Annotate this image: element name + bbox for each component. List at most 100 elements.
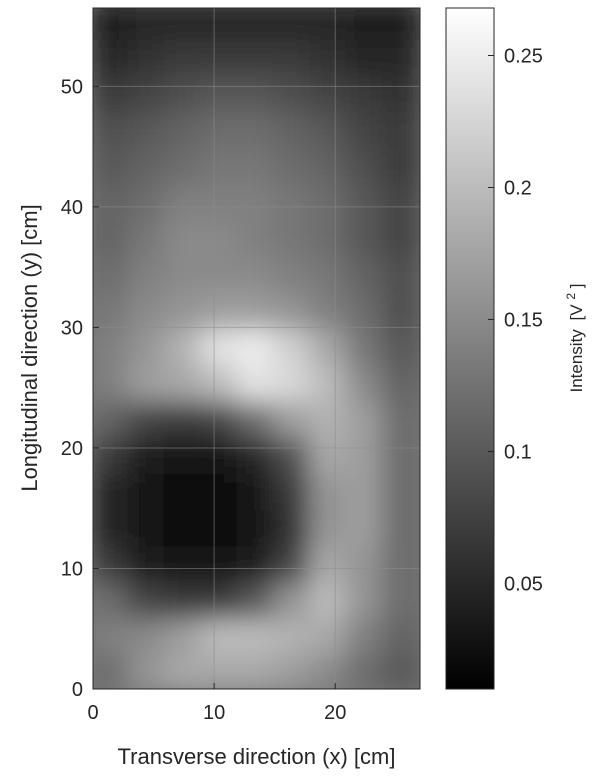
colorbar-unit-superscript: 2	[564, 293, 578, 300]
heatmap-cell	[236, 325, 277, 366]
heatmap-cell	[381, 614, 420, 655]
heatmap-cell	[236, 650, 277, 689]
heatmap-cell	[345, 289, 386, 330]
heatmap-cell	[93, 614, 132, 655]
colorbar-unit: [V	[567, 304, 586, 321]
heatmap-cell	[345, 325, 386, 366]
heatmap-cell	[272, 180, 313, 221]
y-axis: 0 10 20 30 40 50	[61, 76, 99, 701]
heatmap-cell	[272, 289, 313, 330]
heatmap-cell	[309, 108, 350, 149]
heatmap-cell	[236, 36, 277, 77]
heatmap-cell	[272, 433, 313, 475]
heatmap-cell	[163, 397, 204, 438]
heatmap-cell	[309, 216, 350, 258]
heatmap-cell	[272, 470, 313, 511]
heatmap-cell	[345, 72, 386, 113]
heatmap-cell	[345, 108, 386, 149]
heatmap-cell	[309, 397, 350, 438]
y-tick-label: 0	[72, 679, 83, 701]
colorbar-tick-label: 0.15	[504, 309, 543, 331]
heatmap-cell	[381, 506, 420, 547]
heatmap-cell	[309, 578, 350, 619]
heatmap-cell	[236, 144, 277, 185]
heatmap-cell	[200, 8, 241, 41]
heatmap-cell	[345, 8, 386, 41]
heatmap-cell	[127, 506, 168, 547]
heatmap-cell	[309, 36, 350, 77]
heatmap-cell	[93, 325, 132, 366]
heatmap-cell	[381, 72, 420, 113]
y-tick-label: 20	[61, 438, 83, 460]
heatmap-cell	[127, 470, 168, 511]
heatmap-cell	[127, 614, 168, 655]
heatmap-cell	[309, 650, 350, 689]
heatmap-cell	[200, 216, 241, 258]
heatmap-cell	[236, 361, 277, 402]
heatmap-cell	[127, 542, 168, 583]
x-tick-label: 10	[203, 702, 225, 724]
heatmap-cell	[200, 36, 241, 77]
y-axis-title: Longitudinal direction (y) [cm]	[17, 204, 42, 491]
heatmap-cell	[381, 180, 420, 221]
colorbar-tick-label: 0.1	[504, 441, 532, 463]
heatmap-cell	[93, 542, 132, 583]
heatmap-cell	[272, 542, 313, 583]
heatmap-cell	[309, 8, 350, 41]
heatmap-cell	[163, 650, 204, 689]
heatmap-cell	[93, 289, 132, 330]
heatmap-cell	[381, 36, 420, 77]
heatmap-cell	[345, 578, 386, 619]
heatmap-cell	[309, 614, 350, 655]
heatmap-cells	[93, 8, 420, 689]
heatmap-cell	[236, 289, 277, 330]
heatmap-cell	[381, 289, 420, 330]
heatmap-cell	[236, 542, 277, 583]
heatmap-cell	[200, 650, 241, 689]
heatmap-cell	[127, 397, 168, 438]
heatmap-cell	[163, 36, 204, 77]
heatmap-cell	[127, 108, 168, 149]
heatmap-cell	[236, 578, 277, 619]
heatmap-cell	[272, 36, 313, 77]
heatmap-cell	[236, 216, 277, 258]
heatmap-cell	[93, 470, 132, 511]
heatmap-cell	[236, 506, 277, 547]
heatmap-cell	[272, 361, 313, 402]
heatmap-cell	[93, 180, 132, 221]
heatmap-cell	[200, 108, 241, 149]
heatmap-cell	[345, 216, 386, 258]
heatmap-cell	[345, 144, 386, 185]
heatmap-cell	[163, 8, 204, 41]
heatmap-cell	[127, 253, 168, 294]
heatmap-cell	[163, 216, 204, 258]
heatmap-cell	[163, 578, 204, 619]
heatmap-cell	[93, 506, 132, 547]
heatmap-cell	[127, 180, 168, 221]
heatmap-cell	[381, 144, 420, 185]
heatmap-cell	[127, 144, 168, 185]
heatmap-cell	[163, 542, 204, 583]
heatmap-cell	[272, 144, 313, 185]
y-tick-label: 40	[61, 197, 83, 219]
heatmap-cell	[200, 470, 241, 511]
heatmap-cell	[93, 36, 132, 77]
heatmap-cell	[345, 397, 386, 438]
heatmap-cell	[93, 253, 132, 294]
heatmap-cell	[272, 216, 313, 258]
heatmap-cell	[163, 72, 204, 113]
heatmap-cell	[93, 650, 132, 689]
heatmap-cell	[272, 614, 313, 655]
heatmap-cell	[272, 578, 313, 619]
heatmap-cell	[345, 470, 386, 511]
heatmap-cell	[200, 289, 241, 330]
heatmap-cell	[381, 361, 420, 402]
heatmap-cell	[163, 108, 204, 149]
colorbar: 0.05 0.1 0.15 0.2 0.25 Intensity [V 2 ]	[445, 7, 586, 690]
heatmap-cell	[309, 433, 350, 475]
heatmap-cell	[309, 542, 350, 583]
colorbar-unit-end: ]	[567, 284, 586, 289]
heatmap-cell	[381, 325, 420, 366]
heatmap-cell	[236, 8, 277, 41]
